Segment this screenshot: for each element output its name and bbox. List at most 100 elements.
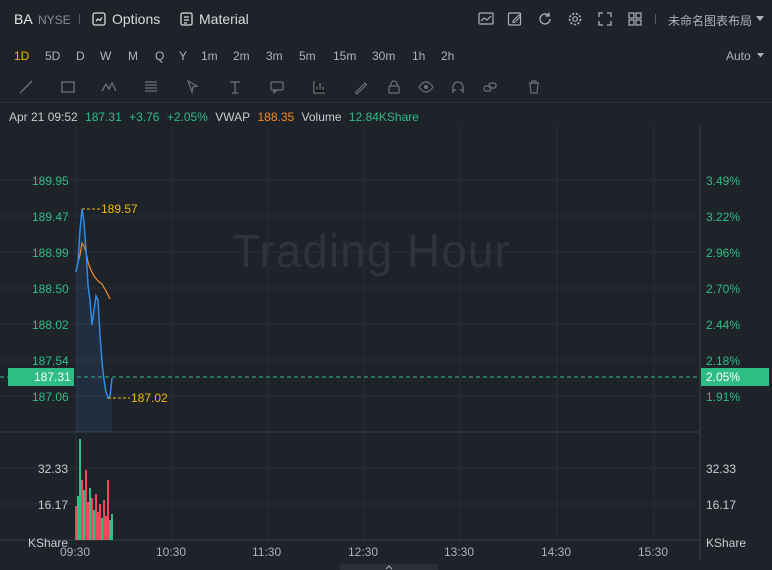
text-tool-icon[interactable] — [227, 79, 243, 95]
trading-hour-watermark: Trading Hour — [232, 225, 511, 277]
period-1d[interactable]: 1D — [14, 49, 30, 63]
price-axis-label: 189.95 — [32, 174, 69, 188]
volume-bar — [75, 506, 77, 540]
layout-grid-icon[interactable] — [627, 11, 643, 27]
period-d[interactable]: D — [76, 49, 85, 63]
period-5m[interactable]: 5m — [299, 49, 316, 63]
exchange-label: NYSE — [38, 13, 71, 27]
volume-bar — [83, 490, 85, 540]
time-axis-label: 15:30 — [638, 545, 669, 559]
period-q[interactable]: Q — [155, 49, 165, 63]
chevron-up-icon[interactable] — [385, 565, 393, 570]
volume-value: 12.84KShare — [348, 110, 419, 124]
time-axis-label: 10:30 — [156, 545, 187, 559]
period-5d[interactable]: 5D — [45, 49, 61, 63]
time-scroll-handle[interactable] — [340, 564, 438, 570]
material-button[interactable]: Material — [180, 9, 249, 29]
volume-bar — [95, 494, 97, 540]
volume-axis-label: 16.17 — [38, 498, 69, 512]
symbol-label[interactable]: BA — [14, 11, 33, 27]
indicator-icon[interactable] — [478, 11, 494, 27]
quote-datetime: Apr 21 09:52 — [9, 110, 78, 124]
time-axis-label: 12:30 — [348, 545, 379, 559]
volume-axis-label: 32.33 — [38, 462, 69, 476]
vwap-line — [75, 241, 111, 300]
lock-icon[interactable] — [386, 79, 402, 95]
volume-bar — [93, 510, 95, 540]
period-2h[interactable]: 2h — [441, 49, 455, 63]
chevron-down-icon[interactable] — [756, 16, 764, 22]
percent-axis-label: 3.22% — [706, 210, 741, 224]
options-button[interactable]: Options — [92, 9, 160, 29]
period-30m[interactable]: 30m — [372, 49, 396, 63]
time-axis-label: 13:30 — [444, 545, 475, 559]
refresh-icon[interactable] — [537, 11, 553, 27]
eye-icon[interactable] — [418, 79, 434, 95]
cursor-icon[interactable] — [185, 79, 201, 95]
price-axis-label: 188.02 — [32, 318, 69, 332]
settings-icon[interactable] — [567, 11, 583, 27]
volume-label: Volume — [301, 110, 342, 124]
quote-change: +3.76 — [129, 110, 160, 124]
magnet-icon[interactable] — [450, 79, 466, 95]
options-icon — [92, 12, 106, 26]
quote-info-line: Apr 21 09:52 187.31 +3.76 +2.05% VWAP 18… — [9, 110, 423, 124]
brush-icon[interactable] — [353, 79, 369, 95]
material-label: Material — [199, 11, 249, 27]
measure-icon[interactable] — [311, 79, 327, 95]
volume-bar — [111, 514, 113, 540]
chart-grid — [0, 126, 700, 540]
period-3m[interactable]: 3m — [266, 49, 283, 63]
edit-icon[interactable] — [507, 11, 523, 27]
time-axis-label: 14:30 — [541, 545, 572, 559]
volume-bar — [81, 480, 83, 540]
volume-bar — [97, 512, 99, 540]
volume-bar — [103, 500, 105, 540]
volume-bar — [91, 498, 93, 540]
layout-name-dropdown[interactable]: 未命名图表布局 — [668, 14, 753, 28]
document-icon — [180, 12, 193, 26]
period-15m[interactable]: 15m — [333, 49, 357, 63]
period-1m[interactable]: 1m — [201, 49, 218, 63]
price-axis-label: 188.99 — [32, 246, 69, 260]
high-marker-label: 189.57 — [101, 202, 138, 216]
fibonacci-icon[interactable] — [143, 79, 159, 95]
period-bar: 1D 5D D W M Q Y 1m 2m 3m 5m 15m 30m 1h 2… — [0, 44, 772, 68]
divider — [79, 14, 80, 24]
volume-bar — [85, 470, 87, 540]
divider — [0, 102, 772, 103]
period-m[interactable]: M — [128, 49, 138, 63]
price-axis-label: 188.50 — [32, 282, 69, 296]
volume-unit-label: KShare — [28, 536, 69, 550]
trash-icon[interactable] — [526, 79, 542, 95]
pattern-tool-icon[interactable] — [101, 79, 117, 95]
percent-axis-label: 2.70% — [706, 282, 741, 296]
percent-axis-label: 2.44% — [706, 318, 741, 332]
callout-icon[interactable] — [269, 79, 285, 95]
time-axis-label: 11:30 — [252, 545, 282, 559]
period-1h[interactable]: 1h — [412, 49, 426, 63]
fullscreen-icon[interactable] — [597, 11, 613, 27]
top-bar: BA NYSE Options Material 未命名图表布局 — [0, 0, 772, 38]
percent-axis-label: 2.18% — [706, 354, 741, 368]
chevron-down-icon[interactable] — [757, 53, 764, 58]
options-label: Options — [112, 11, 161, 27]
scale-mode-dropdown[interactable]: Auto — [726, 49, 751, 63]
vwap-value: 188.35 — [257, 110, 295, 124]
period-y[interactable]: Y — [179, 49, 188, 63]
percent-axis-label: 1.91% — [706, 390, 741, 404]
rectangle-tool-icon[interactable] — [60, 79, 76, 95]
quote-price: 187.31 — [85, 110, 122, 124]
link-icon[interactable] — [482, 79, 498, 95]
trend-line-icon[interactable] — [18, 79, 34, 95]
period-2m[interactable]: 2m — [233, 49, 250, 63]
period-w[interactable]: W — [100, 49, 112, 63]
price-area-fill — [76, 209, 112, 432]
volume-bar — [105, 516, 107, 540]
current-price-tag: 187.31 — [8, 368, 74, 386]
price-axis-label: 189.47 — [32, 210, 69, 224]
volume-unit-label: KShare — [706, 536, 747, 550]
volume-bar — [77, 496, 79, 540]
quote-change-percent: +2.05% — [166, 110, 208, 124]
